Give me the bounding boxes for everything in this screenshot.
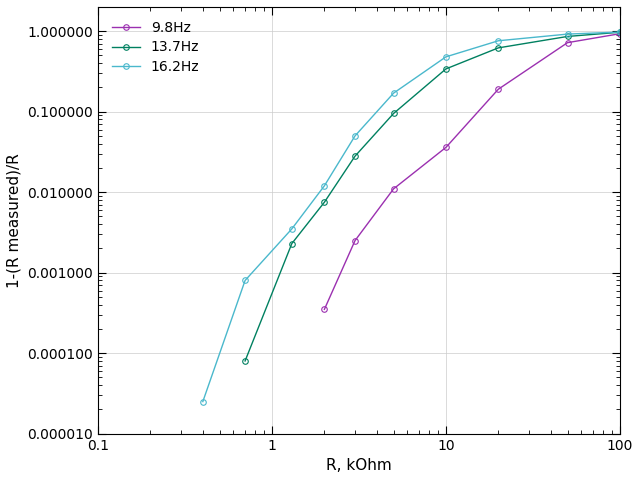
13.7Hz — [616, 29, 624, 35]
16.2Hz — [241, 277, 249, 283]
9.8Hz — [390, 186, 397, 192]
16.2Hz — [564, 31, 572, 37]
Line: 16.2Hz: 16.2Hz — [200, 29, 623, 404]
13.7Hz — [288, 240, 296, 246]
Line: 9.8Hz: 9.8Hz — [322, 31, 623, 312]
9.8Hz — [351, 238, 359, 243]
16.2Hz — [495, 38, 502, 44]
9.8Hz — [321, 306, 328, 312]
9.8Hz — [616, 31, 624, 36]
Y-axis label: 1-(R measured)/R: 1-(R measured)/R — [7, 153, 22, 288]
16.2Hz — [616, 29, 624, 35]
13.7Hz — [390, 110, 397, 116]
13.7Hz — [564, 34, 572, 39]
16.2Hz — [442, 54, 450, 60]
13.7Hz — [442, 66, 450, 72]
9.8Hz — [442, 144, 450, 150]
16.2Hz — [321, 183, 328, 189]
16.2Hz — [390, 90, 397, 96]
13.7Hz — [351, 153, 359, 159]
X-axis label: R, kOhm: R, kOhm — [326, 458, 392, 473]
13.7Hz — [321, 199, 328, 205]
9.8Hz — [564, 40, 572, 46]
13.7Hz — [495, 45, 502, 51]
Legend: 9.8Hz, 13.7Hz, 16.2Hz: 9.8Hz, 13.7Hz, 16.2Hz — [105, 14, 207, 81]
9.8Hz — [495, 86, 502, 92]
16.2Hz — [351, 133, 359, 139]
Line: 13.7Hz: 13.7Hz — [243, 29, 623, 364]
13.7Hz — [241, 358, 249, 364]
16.2Hz — [199, 399, 207, 405]
16.2Hz — [288, 226, 296, 232]
